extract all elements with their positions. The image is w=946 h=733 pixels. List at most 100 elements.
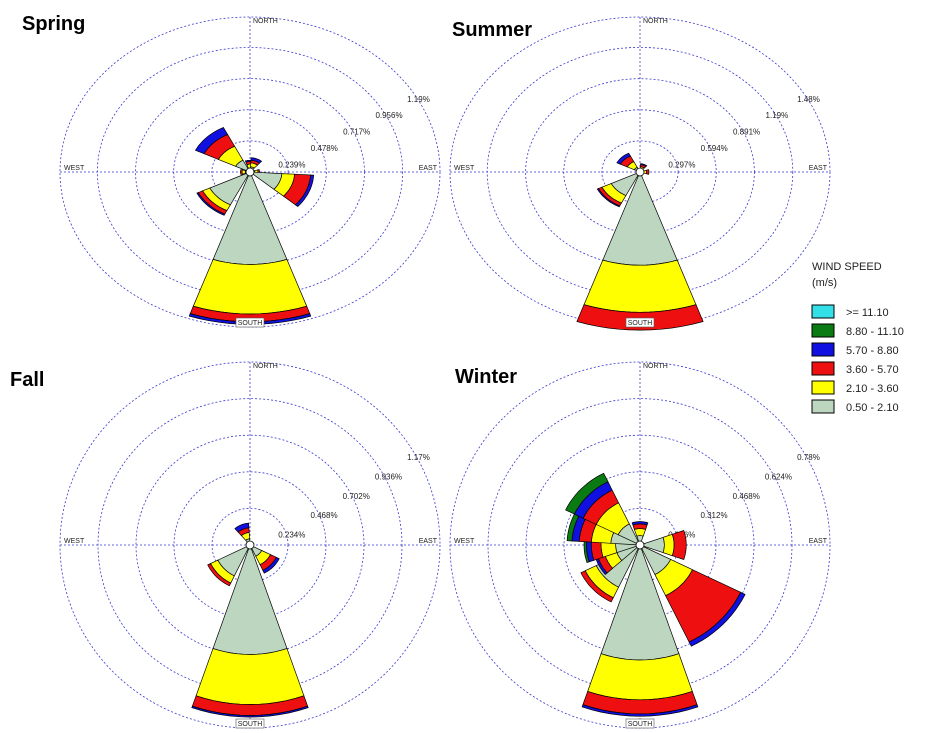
wedge <box>207 563 232 587</box>
r-tick-label: 0.239% <box>278 161 305 170</box>
legend-swatch <box>811 361 835 376</box>
r-tick-label: 0.891% <box>733 128 760 137</box>
r-tick-label: 0.312% <box>700 511 727 520</box>
compass-box <box>625 317 655 328</box>
grid-ring <box>96 47 404 297</box>
compass-label: SOUTH <box>628 721 653 728</box>
r-tick-label: 0.478% <box>311 144 338 153</box>
compass-label: EAST <box>419 165 438 172</box>
compass-label: WEST <box>64 538 85 545</box>
wedge <box>633 528 647 537</box>
r-tick-label: 0.594% <box>701 144 728 153</box>
wedge <box>576 304 704 331</box>
legend-swatch <box>811 399 835 414</box>
compass-label: SOUTH <box>238 721 263 728</box>
grid-ring <box>97 398 403 692</box>
legend-label: 8.80 - 11.10 <box>846 326 904 338</box>
wedge <box>583 259 697 313</box>
wedge <box>195 648 305 705</box>
legend-swatch <box>811 342 835 357</box>
wedge <box>234 522 250 533</box>
r-tick-label: 0.956% <box>375 111 402 120</box>
grid-ring <box>601 140 679 204</box>
wedge <box>580 570 614 603</box>
wedge <box>581 704 699 717</box>
r-tick-label: 0.702% <box>343 492 370 501</box>
grid-ring <box>211 507 289 582</box>
wedge <box>565 472 609 515</box>
r-tick-label: 0.468% <box>733 492 760 501</box>
wedge <box>645 169 650 175</box>
legend-label: >= 11.10 <box>846 307 889 319</box>
r-tick-label: 1.19% <box>766 111 789 120</box>
compass-label: SOUTH <box>628 320 653 327</box>
r-tick-label: 0.78% <box>797 453 820 462</box>
compass-label: WEST <box>454 165 475 172</box>
compass-label: WEST <box>454 538 475 545</box>
legend-label: 3.60 - 5.70 <box>846 364 899 376</box>
legend-label: 5.70 - 8.80 <box>846 345 899 357</box>
legend-title: WIND SPEED <box>812 261 882 273</box>
wedge <box>196 192 226 216</box>
grid-ring <box>486 46 794 298</box>
compass-label: EAST <box>809 538 828 545</box>
grid-ring <box>525 78 755 266</box>
wedge <box>188 313 312 325</box>
grid-ring <box>135 434 365 656</box>
wedge <box>191 705 309 718</box>
compass-label: NORTH <box>643 18 668 25</box>
center-circle <box>245 167 255 177</box>
r-tick-label: 0.624% <box>765 472 792 481</box>
r-tick-label: 0.297% <box>668 161 695 170</box>
r-tick-label: 0.468% <box>310 511 337 520</box>
center-circle <box>245 540 255 550</box>
grid-ring <box>59 16 441 328</box>
panel-title: Winter <box>455 366 517 388</box>
wedge <box>262 556 280 574</box>
panel-title: Fall <box>10 369 44 391</box>
wedge <box>616 152 631 165</box>
wedge <box>192 258 308 315</box>
wedge <box>250 157 263 164</box>
grid-ring <box>487 398 793 692</box>
center-circle <box>635 540 645 550</box>
compass-box <box>235 718 265 729</box>
compass-label: EAST <box>419 538 438 545</box>
legend-swatch <box>811 380 835 395</box>
wedge <box>194 127 229 155</box>
grid-ring <box>135 78 365 266</box>
legend-swatch <box>811 304 835 319</box>
r-tick-label: 1.48% <box>797 95 820 104</box>
compass-box <box>235 317 265 328</box>
compass-label: NORTH <box>643 363 668 370</box>
compass-label: WEST <box>64 165 85 172</box>
compass-label: SOUTH <box>238 320 263 327</box>
center-circle <box>635 167 645 177</box>
panel-title: Spring <box>22 13 85 35</box>
legend-label: 2.10 - 3.60 <box>846 383 899 395</box>
r-tick-label: 0.234% <box>278 531 305 540</box>
wedge <box>671 530 687 560</box>
wedge <box>587 653 693 701</box>
compass-label: NORTH <box>253 363 278 370</box>
wedge <box>294 174 315 207</box>
compass-box <box>625 718 655 729</box>
compass-label: NORTH <box>253 18 278 25</box>
compass-label: EAST <box>809 165 828 172</box>
r-tick-label: 0.717% <box>343 128 370 137</box>
wedge <box>662 533 675 557</box>
wedge <box>640 163 648 167</box>
r-tick-label: 1.19% <box>407 95 430 104</box>
legend-swatch <box>811 323 835 338</box>
panel-title: Summer <box>452 19 532 41</box>
legend-label: 0.50 - 2.10 <box>846 402 899 414</box>
wedge <box>596 188 621 208</box>
wedge <box>631 521 649 526</box>
r-tick-label: 0.936% <box>375 472 402 481</box>
legend-unit: (m/s) <box>812 277 837 289</box>
grid-ring <box>525 434 755 656</box>
grid-ring <box>211 140 289 204</box>
wedge <box>688 591 746 647</box>
r-tick-label: 1.17% <box>407 453 430 462</box>
